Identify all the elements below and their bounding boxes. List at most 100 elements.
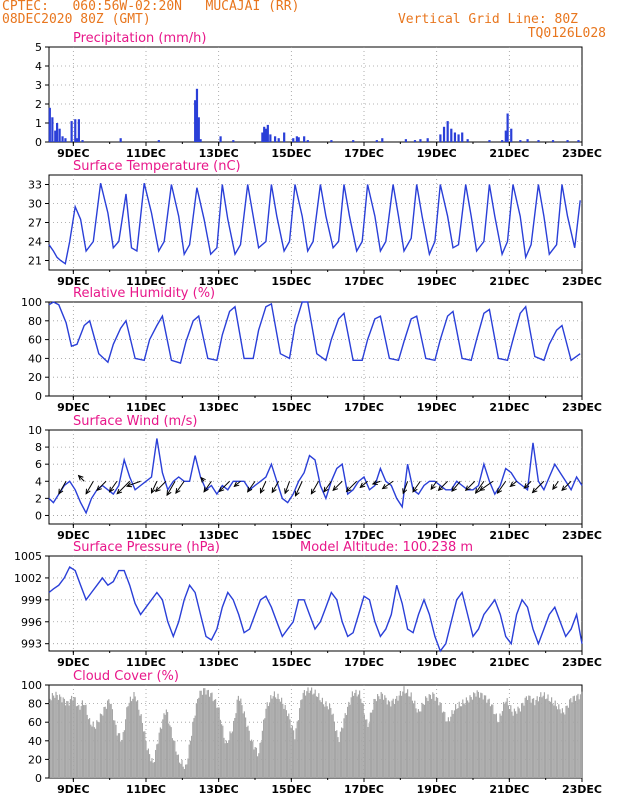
wind-ytick-label: 6 [35, 458, 42, 471]
temp-xtick-label: 23DEC [562, 275, 602, 288]
wind-arrow [372, 480, 381, 485]
temp-ytick-label: 27 [28, 217, 42, 230]
wind-arrow [402, 481, 409, 494]
precip-bar [264, 128, 268, 142]
precip-bar [197, 117, 200, 142]
wind-arrow-head [116, 488, 123, 495]
rh-line [48, 301, 581, 364]
rh-title: Relative Humidity (%) [73, 286, 215, 301]
precip-bar [506, 113, 509, 142]
wind-arrow-head [175, 488, 181, 495]
precip-bar [195, 88, 199, 142]
rh-xtick-label: 17DEC [344, 401, 384, 414]
wind-xtick-label: 13DEC [199, 529, 239, 542]
precip-bar [566, 140, 569, 142]
wind-arrow-head [561, 485, 567, 492]
pressure-ytick-label: 999 [21, 594, 42, 607]
wind-arrow-head [233, 481, 240, 488]
wind-arrow [523, 480, 532, 489]
wind-arrow [451, 480, 461, 492]
temp-line [48, 183, 581, 265]
precip-bar [466, 139, 469, 142]
wind-arrow [475, 480, 485, 494]
pressure-ytick-label: 1005 [14, 550, 42, 563]
pressure-xtick-label: 15DEC [271, 656, 311, 669]
wind-arrow-head [108, 486, 115, 493]
wind-arrow-head [247, 486, 253, 493]
wind-arrow [219, 480, 230, 492]
wind-arrow [151, 481, 158, 494]
wind-ytick-label: 2 [35, 492, 42, 505]
wind-arrow [85, 481, 94, 494]
wind-arrow-head [478, 485, 485, 492]
temp-ytick-label: 33 [28, 179, 42, 192]
precip-bar [292, 138, 295, 142]
precip-bar [269, 134, 272, 142]
precip-bar [277, 138, 280, 142]
rh-panel: 0 20 40 60 80 100 9DEC 11DEC 13DEC 15DEC 17DEC 19DE… [21, 286, 602, 414]
wind-arrow-head [154, 486, 161, 493]
wind-arrow-head [464, 485, 471, 492]
wind-arrow [552, 480, 559, 490]
wind-arrow-head [166, 490, 172, 497]
pressure-panel: 993 996 999 1002 1005 9DEC 11DEC 13DEC 15DEC 17DE… [14, 540, 602, 669]
cloud-xtick-label: 13DEC [199, 783, 239, 796]
precip-bar [404, 139, 407, 142]
rh-xtick-label: 11DEC [126, 401, 166, 414]
precip-bar [55, 123, 59, 142]
temp-ytick-label: 30 [28, 198, 42, 211]
temp-xtick-label: 19DEC [417, 275, 457, 288]
wind-panel: 0 2 4 6 8 10 9DEC 11DEC 13DEC 15DEC 17DEC 19DEC 21DE… [28, 414, 602, 542]
cloud-ytick-label: 80 [28, 698, 42, 711]
run-date-header: 08DEC2020 80Z (GMT) [2, 12, 151, 27]
wind-arrow-head [294, 490, 300, 497]
precip-bar [219, 136, 222, 142]
wind-arrow-head [271, 487, 277, 494]
cloud-xtick-label: 17DEC [344, 783, 384, 796]
wind-arrow [58, 481, 67, 494]
precip-bar [439, 134, 442, 142]
run-id-label: TQ0126L028 [527, 26, 606, 41]
precip-bar [194, 100, 197, 142]
precip-bar [75, 138, 79, 142]
cloud-ytick-label: 20 [28, 753, 42, 766]
cloud-panel: 0 20 40 60 80 100 9DEC 11DEC 13DEC 15DEC 17DEC 19DE… [21, 669, 602, 796]
wind-arrow-head [496, 488, 503, 495]
wind-arrow-head [474, 488, 481, 495]
wind-arrow [109, 480, 118, 493]
rh-ytick-label: 60 [28, 334, 42, 347]
cloud-ytick-label: 40 [28, 735, 42, 748]
pressure-ytick-label: 993 [21, 638, 42, 651]
precip-bar [266, 124, 269, 142]
wind-arrow [247, 480, 256, 493]
pressure-title: Surface Pressure (hPa) [73, 540, 220, 555]
wind-arrow [382, 480, 394, 490]
rh-xtick-label: 21DEC [489, 401, 529, 414]
precip-bar [457, 134, 460, 142]
precip-bar [48, 107, 51, 142]
pressure-xtick-label: 21DEC [489, 656, 529, 669]
wind-xtick-label: 11DEC [126, 529, 166, 542]
wind-xtick-label: 17DEC [344, 529, 384, 542]
wind-arrow-head [200, 476, 206, 483]
cloud-ytick-label: 100 [21, 679, 42, 692]
wind-arrow [438, 480, 448, 491]
precip-bar [54, 130, 57, 142]
precip-ytick-label: 1 [35, 117, 42, 130]
wind-arrow [155, 480, 167, 492]
precip-bar [297, 137, 300, 142]
wind-arrow-head [310, 488, 316, 495]
precip-bar [61, 136, 64, 142]
temp-title: Surface Temperature (nC) [73, 159, 241, 174]
wind-arrow-head [437, 485, 444, 492]
rh-ytick-label: 20 [28, 371, 42, 384]
precip-bar [519, 140, 522, 142]
precip-bar [81, 140, 84, 142]
precip-bar [461, 132, 464, 142]
wind-arrow-head [323, 486, 329, 493]
wind-arrow [96, 480, 107, 491]
wind-arrow [323, 480, 332, 493]
pressure-xtick-label: 9DEC [57, 656, 89, 669]
wind-arrow-head [523, 483, 530, 489]
rh-xtick-label: 23DEC [562, 401, 602, 414]
